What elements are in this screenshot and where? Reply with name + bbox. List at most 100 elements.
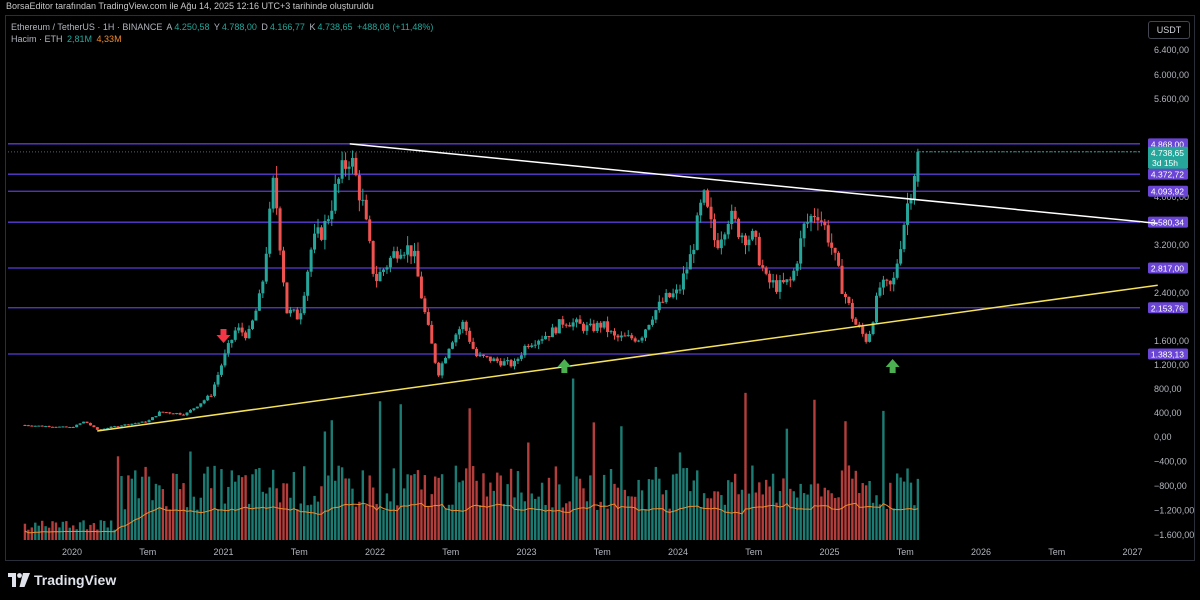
volume-bar [447,504,451,540]
volume-bar [747,493,751,540]
volume-bar [585,501,589,540]
candle-body [161,411,165,413]
candle-body [330,210,334,220]
time-tick-label: Tem [291,547,308,557]
candle-body [37,425,41,427]
volume-bar [764,479,768,540]
candle-body [68,427,72,429]
volume-bar [127,475,130,540]
volume-bar [578,478,582,540]
time-tick-label: 2023 [516,547,536,557]
candle-body [875,295,879,323]
candle-body [61,426,65,428]
candle-body [302,295,306,314]
price-tick-label: 3.200,00 [1154,240,1189,250]
volume-bar [682,468,685,540]
volume-bar [516,471,520,540]
candle-body [192,408,196,410]
volume-bar [402,488,406,540]
volume-bar [147,476,151,540]
open-value: 4.250,58 [174,22,210,32]
candle-body [202,400,206,404]
candle-body [544,336,548,340]
candle-body [526,345,530,347]
candle-body [140,421,144,423]
volume-bar [72,525,75,540]
volume-bar [496,472,499,540]
volume-bar [661,494,664,540]
candle-body [723,234,727,240]
candle-body [133,423,137,425]
volume-bar [61,521,65,540]
last-price-box [1148,146,1188,169]
candle-body [326,219,330,221]
time-tick-label: Tem [442,547,459,557]
candle-body [85,421,89,424]
volume-bar [68,527,71,540]
candle-body [368,219,372,241]
candle-body [554,327,558,334]
volume-bar [209,488,213,540]
candle-body [168,412,172,414]
up-arrow-icon [557,359,572,373]
volume-bar [396,505,399,540]
symbol-title[interactable]: Ethereum / TetherUS · 1H · BINANCE [11,22,163,32]
volume-bar [254,469,258,540]
volume-value: 2,81M [67,34,93,44]
volume-bar [416,470,420,540]
candle-body [868,334,872,342]
volume-bar [134,470,137,540]
volume-bar [675,473,678,540]
level-label-box [1148,185,1188,197]
volume-bar [258,467,261,540]
candle-body [350,157,354,167]
candle-body [454,334,458,343]
price-tick-label: 4.000,00 [1154,192,1189,202]
volume-bar [702,493,706,540]
candle-body [185,412,189,416]
candle-body [654,310,658,320]
volume-bar [737,494,740,540]
volume-bar [616,487,620,540]
volume-bar [323,431,327,540]
volume-bar [802,493,806,540]
candle-body [916,151,920,182]
volume-bar [565,503,568,540]
candle-body [806,222,810,224]
volume-bar [620,426,623,540]
candle-body [492,358,496,362]
time-tick-label: Tem [1048,547,1065,557]
candle-body [664,292,668,303]
candle-body [506,360,510,362]
candle-body [437,362,441,376]
ohlc-legend: Ethereum / TetherUS · 1H · BINANCE A 4.25… [11,22,435,32]
candle-body [182,414,186,416]
candle-body [406,245,410,255]
volume-bar [630,496,633,540]
volume-bar [561,507,564,540]
volume-label[interactable]: Hacim · ETH [11,34,63,44]
candle-body [313,233,317,250]
volume-bar [40,520,44,540]
candle-body [519,355,523,359]
candle-body [661,301,665,303]
candle-body [75,424,79,428]
candle-body [819,220,823,222]
tradingview-logo[interactable]: TradingView [8,572,116,588]
candle-body [792,270,796,281]
volume-bar [478,505,482,540]
currency-button[interactable]: USDT [1148,21,1190,39]
volume-ma-value: 4,33M [96,34,122,44]
volume-bar [782,478,785,540]
candle-body [95,427,99,430]
volume-bar [378,401,382,540]
volume-bar [916,478,920,540]
time-tick-label: 2021 [213,547,233,557]
candle-body [57,426,61,428]
time-tick-label: Tem [594,547,611,557]
volume-bar [833,498,837,540]
chart-panel[interactable] [5,15,1195,561]
candle-body [561,319,565,325]
volume-legend: Hacim · ETH 2,81M 4,33M [11,34,124,44]
